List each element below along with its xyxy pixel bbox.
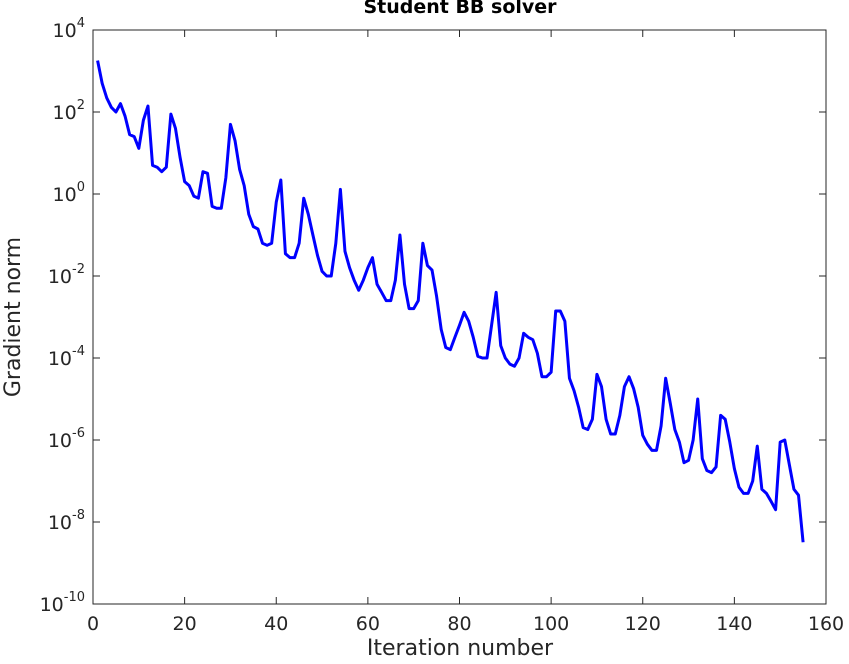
y-tick-base: 10 — [53, 102, 77, 124]
y-tick-exponent: 4 — [77, 16, 85, 31]
y-tick-label: 10-2 — [48, 262, 85, 288]
x-tick-label: 80 — [447, 613, 471, 635]
y-tick-exponent: 0 — [77, 180, 85, 195]
y-tick-label: 10-4 — [48, 344, 85, 370]
x-tick-label: 60 — [356, 613, 380, 635]
y-tick-base: 10 — [53, 20, 77, 42]
x-tick-label: 20 — [173, 613, 197, 635]
y-tick-base: 10 — [48, 430, 72, 452]
y-tick-label: 102 — [53, 98, 85, 124]
y-tick-base: 10 — [53, 184, 77, 206]
x-tick-label: 100 — [533, 613, 569, 635]
y-tick-exponent: -2 — [72, 262, 85, 277]
y-tick-label: 10-8 — [48, 508, 85, 534]
y-tick-base: 10 — [48, 348, 72, 370]
x-tick-label: 160 — [808, 613, 844, 635]
plot-area — [92, 29, 827, 605]
x-tick-label: 40 — [264, 613, 288, 635]
y-tick-base: 10 — [48, 512, 72, 534]
y-tick-base: 10 — [48, 266, 72, 288]
x-tick-label: 0 — [87, 613, 99, 635]
y-tick-label: 10-6 — [48, 426, 85, 452]
y-tick-exponent: 2 — [77, 98, 85, 113]
x-tick-label: 120 — [625, 613, 661, 635]
x-axis-label: Iteration number — [367, 636, 554, 661]
y-tick-label: 104 — [53, 16, 85, 42]
y-tick-exponent: -10 — [64, 590, 85, 605]
y-tick-exponent: -6 — [72, 426, 85, 441]
y-tick-label: 100 — [53, 180, 85, 206]
chart-title: Student BB solver — [363, 0, 557, 18]
x-tick-label: 140 — [716, 613, 752, 635]
y-tick-exponent: -8 — [72, 508, 85, 523]
y-tick-exponent: -4 — [72, 344, 85, 359]
data-line — [96, 60, 805, 543]
y-tick-base: 10 — [40, 594, 64, 616]
y-tick-label: 10-10 — [40, 590, 85, 616]
y-axis-label: Gradient norm — [1, 237, 26, 397]
